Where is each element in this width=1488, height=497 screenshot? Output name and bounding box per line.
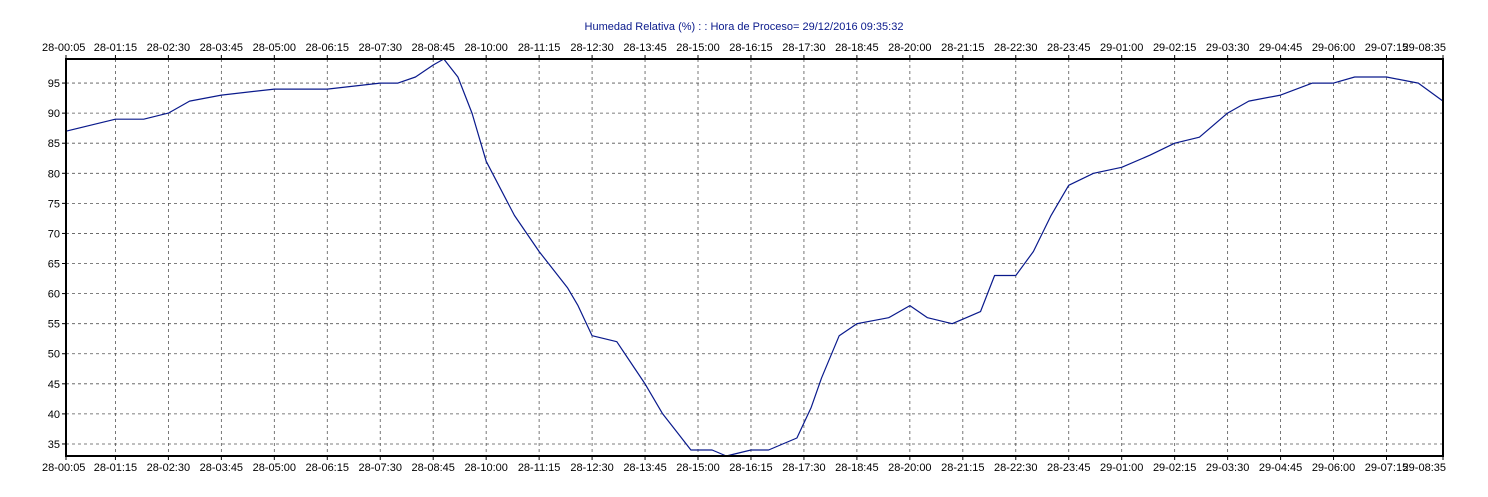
x-tick-label-bottom: 28-11:15: [518, 462, 561, 474]
x-tick-label-top: 29-02:15: [1153, 42, 1196, 54]
x-tick-label-bottom: 28-01:15: [94, 462, 137, 474]
x-tick-label-top: 28-16:15: [729, 42, 772, 54]
x-tick-label-top: 28-21:15: [941, 42, 984, 54]
x-tick-label-top: 28-10:00: [464, 42, 507, 54]
x-tick-label-top: 28-02:30: [147, 42, 190, 54]
x-tick-label-bottom: 28-05:00: [253, 462, 296, 474]
x-tick-label-top: 28-12:30: [570, 42, 613, 54]
y-tick-label: 80: [48, 168, 60, 180]
x-tick-label-bottom: 28-18:45: [835, 462, 878, 474]
x-tick-label-bottom: 28-13:45: [623, 462, 666, 474]
x-tick-label-bottom: 28-10:00: [464, 462, 507, 474]
y-tick-label: 55: [48, 319, 60, 331]
x-tick-label-bottom: 28-12:30: [570, 462, 613, 474]
plot-frame: [65, 58, 1444, 457]
x-tick-label-top: 28-08:45: [411, 42, 454, 54]
x-tick-label-bottom: 29-08:35: [1403, 462, 1446, 474]
x-tick-label-top: 28-00:05: [42, 42, 85, 54]
x-tick-label-top: 28-05:00: [253, 42, 296, 54]
x-tick-label-bottom: 29-04:45: [1259, 462, 1302, 474]
x-tick-label-bottom: 28-06:15: [306, 462, 349, 474]
chart-title: Humedad Relativa (%) : : Hora de Proceso…: [585, 21, 904, 33]
x-tick-label-bottom: 28-02:30: [147, 462, 190, 474]
x-tick-label-bottom: 28-22:30: [994, 462, 1037, 474]
x-tick-label-bottom: 28-21:15: [941, 462, 984, 474]
y-axis-ticks: 35 40 45 50 55 60 65 70 75 80 85 90 95: [48, 78, 66, 451]
y-tick-label: 70: [48, 228, 60, 240]
series-layer: [65, 58, 1444, 457]
x-tick-label-bottom: 29-07:15: [1365, 462, 1408, 474]
x-tick-label-top: 28-01:15: [94, 42, 137, 54]
grid-lines: [66, 59, 1443, 456]
y-tick-label: 50: [48, 349, 60, 361]
x-tick-label-bottom: 28-00:05: [42, 462, 85, 474]
x-axis-ticks-bottom: 28-00:05 28-01:15 28-02:30 28-03:45 28-05:00…: [42, 456, 1446, 474]
x-tick-label-top: 28-18:45: [835, 42, 878, 54]
x-tick-label-bottom: 28-23:45: [1047, 462, 1090, 474]
x-tick-label-bottom: 28-08:45: [411, 462, 454, 474]
y-tick-label: 90: [48, 108, 60, 120]
x-tick-label-top: 28-03:45: [200, 42, 243, 54]
x-tick-label-top: 29-07:15: [1365, 42, 1408, 54]
x-tick-label-bottom: 28-16:15: [729, 462, 772, 474]
x-tick-label-top: 28-17:30: [782, 42, 825, 54]
x-tick-label-top: 29-08:35: [1403, 42, 1446, 54]
x-tick-label-bottom: 29-02:15: [1153, 462, 1196, 474]
x-tick-label-bottom: 28-15:00: [676, 462, 719, 474]
x-tick-label-top: 28-22:30: [994, 42, 1037, 54]
y-tick-label: 65: [48, 259, 60, 271]
x-tick-label-bottom: 29-03:30: [1206, 462, 1249, 474]
y-tick-label: 40: [48, 409, 60, 421]
x-tick-label-top: 28-11:15: [518, 42, 561, 54]
x-tick-label-top: 29-03:30: [1206, 42, 1249, 54]
x-tick-label-top: 29-01:00: [1100, 42, 1143, 54]
x-tick-label-top: 28-13:45: [623, 42, 666, 54]
y-tick-label: 85: [48, 138, 60, 150]
y-tick-label: 45: [48, 379, 60, 391]
y-tick-label: 60: [48, 289, 60, 301]
y-tick-label: 75: [48, 198, 60, 210]
x-tick-label-top: 28-20:00: [888, 42, 931, 54]
x-tick-label-top: 29-06:00: [1312, 42, 1355, 54]
x-tick-label-top: 29-04:45: [1259, 42, 1302, 54]
x-tick-label-bottom: 28-20:00: [888, 462, 931, 474]
x-tick-label-bottom: 28-03:45: [200, 462, 243, 474]
y-tick-label: 35: [48, 439, 60, 451]
x-tick-label-top: 28-06:15: [306, 42, 349, 54]
humidity-series-line: [65, 58, 1444, 457]
x-tick-label-top: 28-15:00: [676, 42, 719, 54]
x-axis-ticks-top: 28-00:05 28-01:15 28-02:30 28-03:45 28-05:00…: [42, 42, 1446, 59]
x-tick-label-top: 28-23:45: [1047, 42, 1090, 54]
x-tick-label-bottom: 28-17:30: [782, 462, 825, 474]
x-tick-label-top: 28-07:30: [359, 42, 402, 54]
x-tick-label-bottom: 29-06:00: [1312, 462, 1355, 474]
x-tick-label-bottom: 29-01:00: [1100, 462, 1143, 474]
x-tick-label-bottom: 28-07:30: [359, 462, 402, 474]
y-tick-label: 95: [48, 78, 60, 90]
